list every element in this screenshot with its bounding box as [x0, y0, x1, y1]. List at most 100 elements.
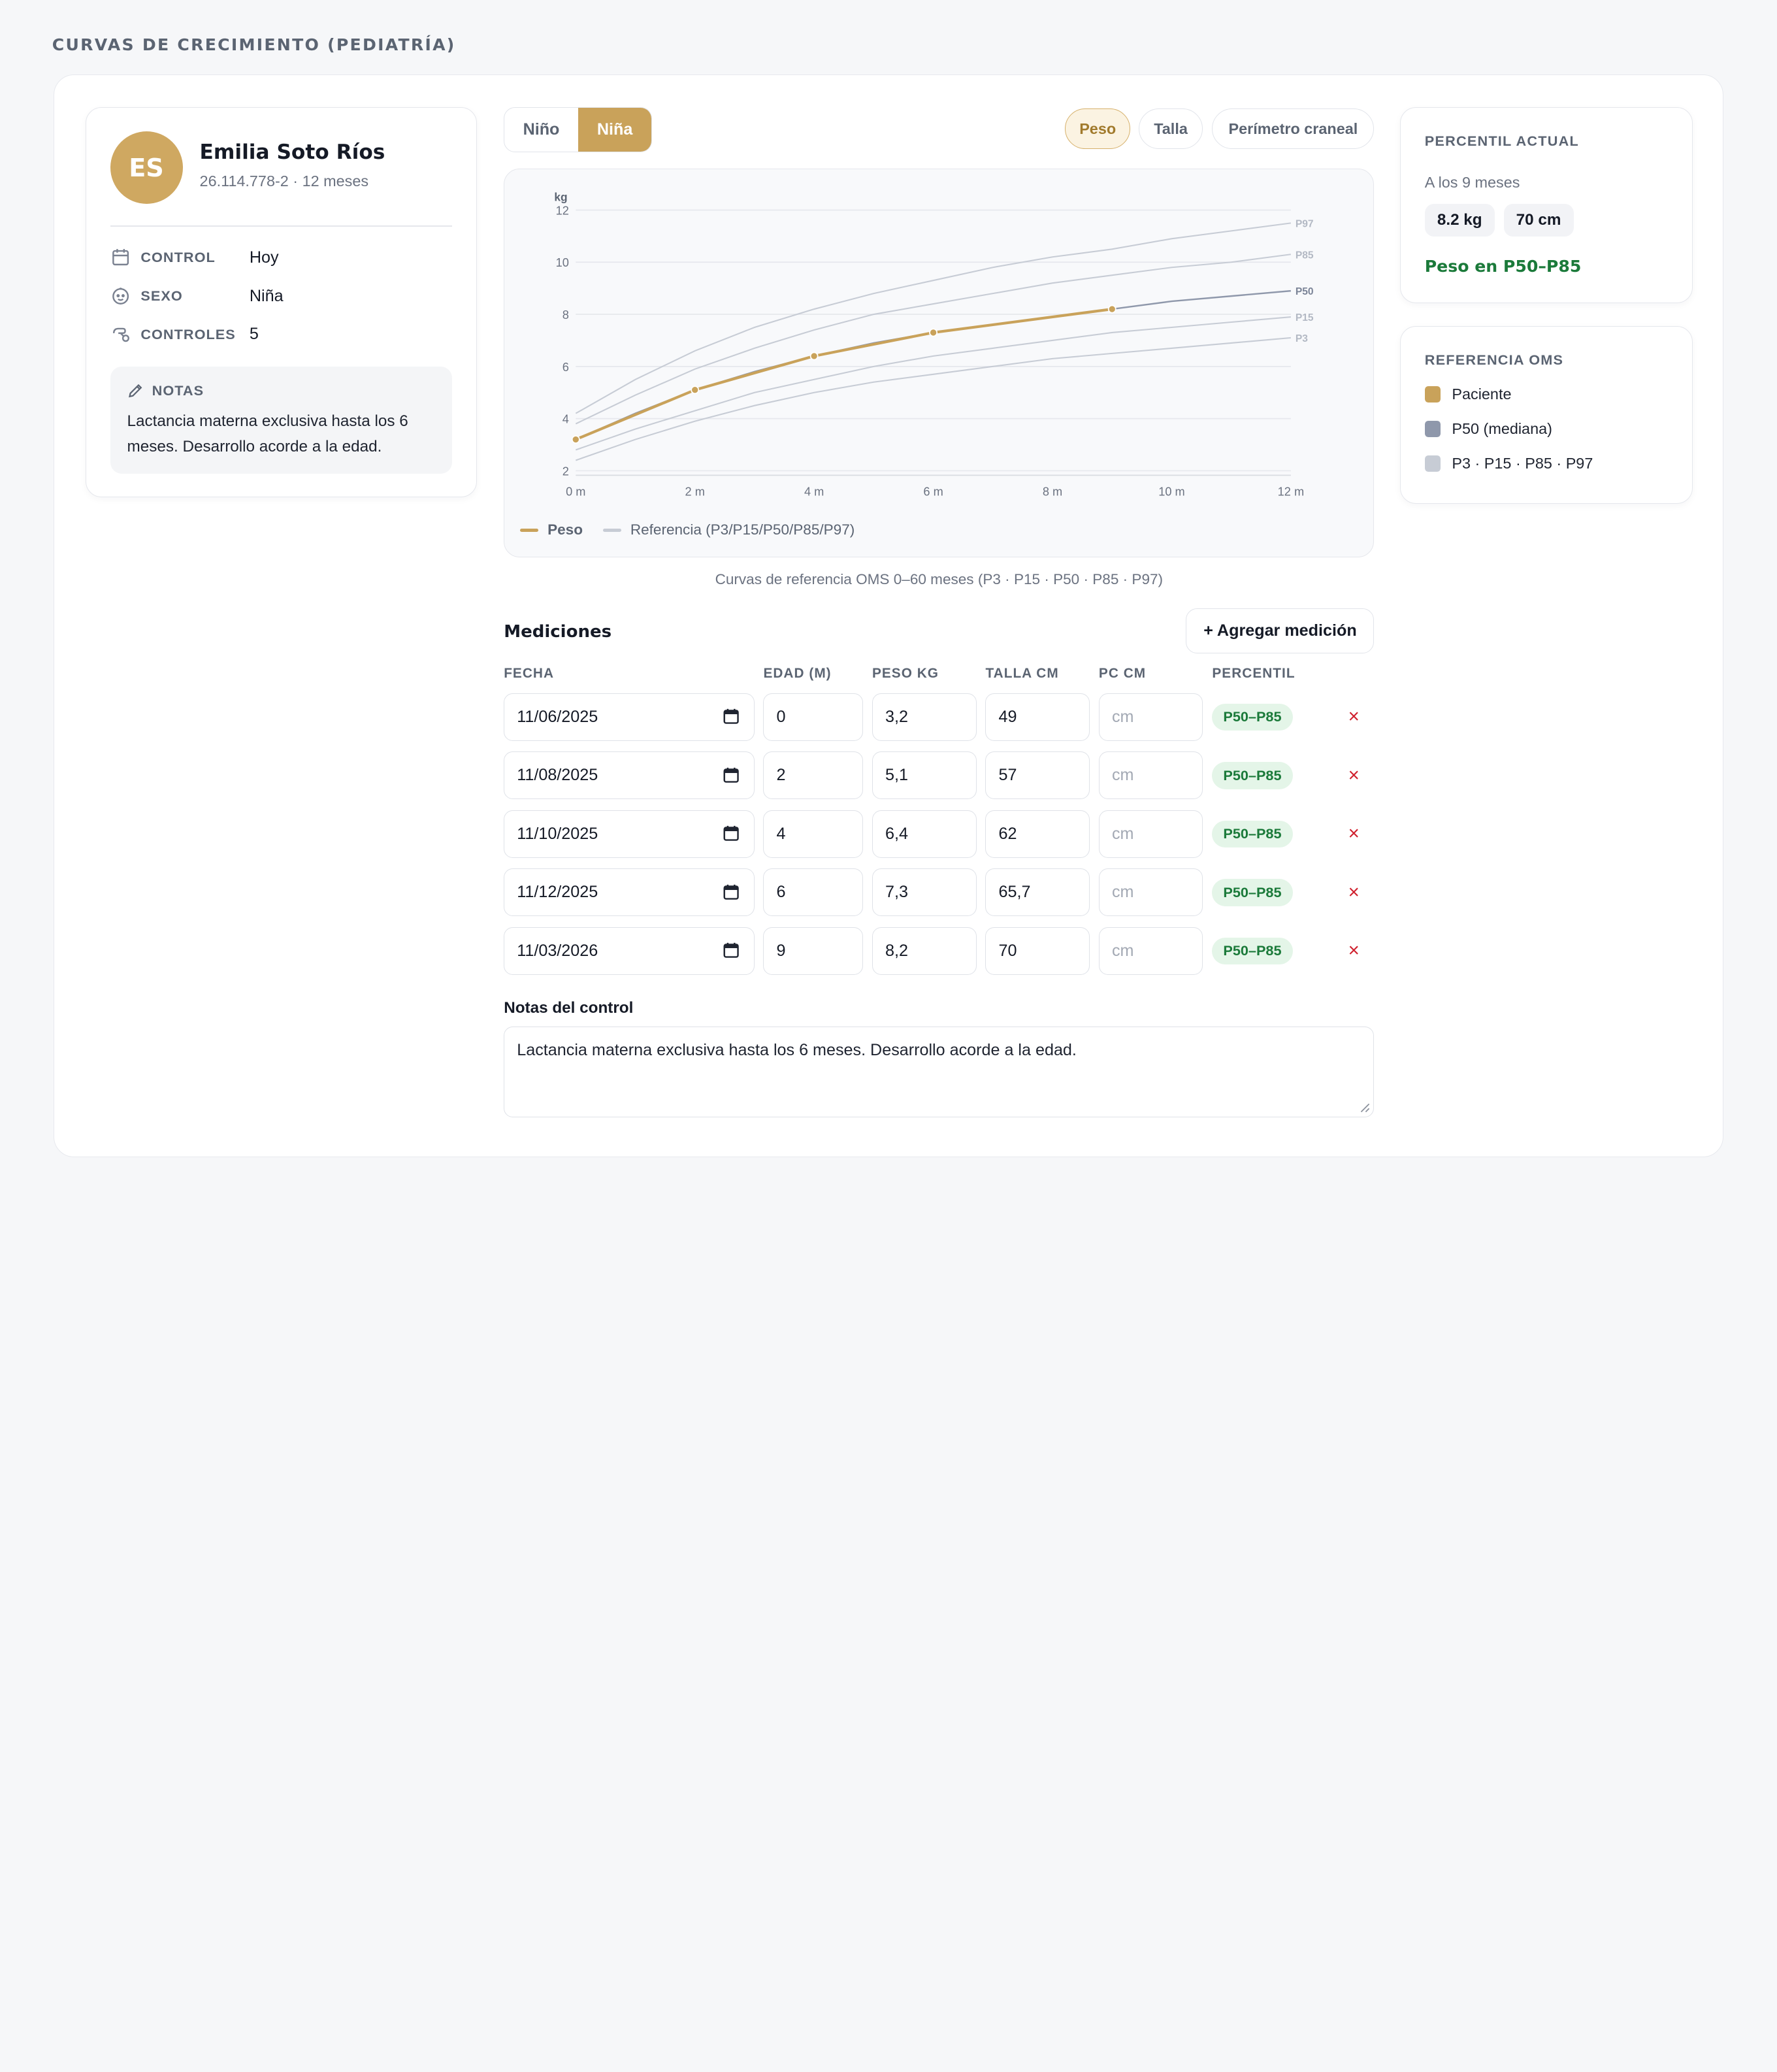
info-label: SEXO	[140, 288, 183, 304]
legend-reference: Referencia (P3/P15/P50/P85/P97)	[630, 521, 855, 538]
pc-input[interactable]: cm	[1098, 810, 1203, 858]
delete-row-button[interactable]: ×	[1348, 881, 1360, 903]
current-percentile-title: PERCENTIL ACTUAL	[1424, 133, 1579, 150]
sex-option-nina[interactable]: Niña	[578, 108, 652, 152]
tab-talla[interactable]: Talla	[1138, 108, 1203, 150]
tab-peso[interactable]: Peso	[1064, 108, 1131, 150]
delete-row-button[interactable]: ×	[1348, 764, 1360, 786]
talla-input[interactable]: 49	[985, 693, 1090, 741]
control-notes-textarea[interactable]: Lactancia materna exclusiva hasta los 6 …	[504, 1026, 1375, 1117]
info-value: Niña	[249, 286, 284, 305]
reference-line-p15	[576, 316, 1292, 451]
talla-input[interactable]: 57	[985, 751, 1090, 800]
pc-input[interactable]: cm	[1098, 693, 1203, 741]
peso-input[interactable]: 5,1	[872, 751, 977, 800]
col-percentil: PERCENTIL	[1212, 666, 1296, 682]
series-label-p97: P97	[1296, 218, 1314, 229]
percentile-badge: P50–P85	[1212, 820, 1293, 848]
col-pc: PC CM	[1098, 666, 1147, 682]
delete-row-button[interactable]: ×	[1348, 706, 1360, 728]
col-fecha: FECHA	[504, 666, 555, 682]
main-card: ES Emilia Soto Ríos 26.114.778-2 · 12 me…	[53, 74, 1724, 1158]
add-measurement-button[interactable]: + Agregar medición	[1186, 608, 1375, 654]
pc-value: cm	[1111, 941, 1134, 960]
reference-line-p50	[575, 289, 1292, 440]
tab-perimetro-craneal[interactable]: Perímetro craneal	[1212, 108, 1375, 150]
patient-meta: 26.114.778-2 · 12 meses	[199, 172, 369, 189]
series-label-p3: P3	[1296, 333, 1308, 344]
x-tick-label: 10 m	[1158, 485, 1184, 498]
sex-option-nino[interactable]: Niño	[523, 120, 560, 139]
info-label: CONTROLES	[140, 325, 236, 342]
fecha-input[interactable]: 11/10/2025	[504, 810, 755, 858]
pc-input[interactable]: cm	[1098, 927, 1203, 975]
delete-row-button[interactable]: ×	[1348, 823, 1360, 845]
fecha-value: 11/08/2025	[517, 766, 598, 785]
peso-input[interactable]: 7,3	[872, 868, 977, 917]
series-label-p85: P85	[1296, 250, 1314, 261]
y-tick-label: 6	[562, 360, 569, 373]
pc-value: cm	[1111, 766, 1134, 785]
percentile-status: Peso en P50–P85	[1424, 257, 1582, 276]
reference-swatch	[1424, 455, 1441, 472]
fecha-value: 11/06/2025	[517, 707, 598, 726]
patient-name: Emilia Soto Ríos	[199, 140, 385, 165]
control-notes-label: Notas del control	[504, 999, 634, 1017]
talla-input[interactable]: 70	[985, 927, 1090, 975]
y-tick-label: 2	[562, 465, 569, 478]
edad-value: 4	[776, 824, 786, 843]
control-notes-value: Lactancia materna exclusiva hasta los 6 …	[517, 1040, 1077, 1059]
delete-row-button[interactable]: ×	[1348, 940, 1360, 962]
x-tick-label: 0 m	[566, 485, 585, 498]
measurements-title: Mediciones	[504, 621, 612, 642]
info-label: CONTROL	[140, 249, 216, 266]
edad-input[interactable]: 6	[763, 868, 864, 917]
calendar-icon[interactable]	[723, 767, 739, 783]
calendar-icon	[112, 249, 129, 266]
patient-point	[572, 435, 580, 444]
calendar-icon[interactable]	[723, 708, 739, 725]
edad-input[interactable]: 0	[763, 693, 864, 741]
patient-point	[691, 386, 700, 394]
reference-title: REFERENCIA OMS	[1424, 352, 1564, 368]
resize-grip-icon[interactable]	[1359, 1102, 1370, 1113]
reference-line-p3	[576, 337, 1292, 461]
patient-point	[1108, 304, 1117, 314]
peso-input[interactable]: 6,4	[872, 810, 977, 858]
fecha-input[interactable]: 11/08/2025	[504, 751, 755, 800]
pc-input[interactable]: cm	[1098, 751, 1203, 800]
sex-toggle: Niño Niña	[504, 107, 653, 153]
peso-value: 3,2	[885, 707, 908, 726]
pc-input[interactable]: cm	[1098, 868, 1203, 917]
edad-input[interactable]: 2	[763, 751, 864, 800]
fecha-input[interactable]: 11/12/2025	[504, 868, 755, 917]
calendar-icon[interactable]	[723, 942, 739, 959]
talla-input[interactable]: 62	[985, 810, 1090, 858]
patient-notes: NOTAS Lactancia materna exclusiva hasta …	[110, 366, 453, 474]
series-label-p50: P50	[1296, 286, 1314, 297]
reference-item-percentiles: P3 · P15 · P85 · P97	[1424, 455, 1669, 472]
talla-input[interactable]: 65,7	[985, 868, 1090, 917]
info-row-control: CONTROL Hoy	[110, 245, 279, 270]
calendar-icon[interactable]	[723, 884, 739, 900]
current-percentile-card: PERCENTIL ACTUAL A los 9 meses 8.2 kg 70…	[1400, 107, 1693, 304]
calendar-icon[interactable]	[723, 825, 739, 842]
fecha-input[interactable]: 11/06/2025	[504, 693, 755, 741]
pc-value: cm	[1111, 883, 1134, 902]
fecha-input[interactable]: 11/03/2026	[504, 927, 755, 975]
peso-input[interactable]: 8,2	[872, 927, 977, 975]
edad-input[interactable]: 9	[763, 927, 864, 975]
edad-value: 9	[776, 941, 786, 960]
edad-input[interactable]: 4	[763, 810, 864, 858]
y-tick-label: 8	[562, 308, 569, 321]
col-edad: EDAD (M)	[763, 666, 832, 682]
reference-line-p85	[576, 253, 1292, 425]
current-percentile-subtitle: A los 9 meses	[1424, 173, 1520, 191]
x-tick-label: 4 m	[804, 485, 824, 498]
growth-chart: 2 4 6 8 10 12 kg 0 m 2 m 4 m 6 m 8 m 10 m 12 m P97 P85 P…	[504, 168, 1375, 557]
peso-input[interactable]: 3,2	[872, 693, 977, 741]
notes-header: NOTAS	[127, 382, 436, 399]
reference-swatch	[1424, 421, 1441, 437]
y-tick-label: 4	[562, 412, 569, 425]
